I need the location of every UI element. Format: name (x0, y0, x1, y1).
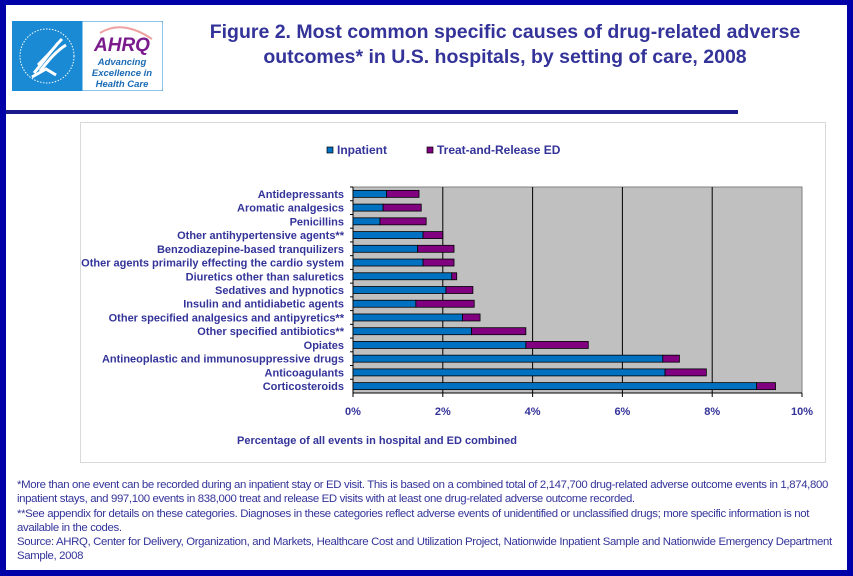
footnote-double-asterisk: **See appendix for details on these cate… (17, 507, 810, 534)
stacked-bar-chart: Inpatient Treat-and-Release ED 0% 2% 4% 6% 8… (81, 143, 813, 447)
bar-ed (379, 217, 427, 226)
figure-title: Figure 2. Most common specific causes of… (209, 21, 801, 68)
x-tick-label: 0% (345, 406, 361, 418)
category-label: Diuretics other than saluretics (186, 271, 344, 283)
bar-inpatient (352, 382, 758, 391)
logo: AHRQ Advancing Excellence in Health Care (12, 20, 164, 92)
bar-inpatient (352, 354, 664, 363)
bar-ed (451, 272, 458, 281)
x-tick-label: 8% (704, 406, 720, 418)
bar-ed (525, 341, 589, 349)
category-label: Antineoplastic and immunosuppressive dru… (102, 354, 344, 366)
bar-ed (422, 258, 455, 267)
category-label: Corticosteroids (263, 381, 344, 393)
source-note: Source: AHRQ, Center for Delivery, Organ… (17, 536, 832, 563)
bar-inpatient (352, 299, 417, 308)
bar-ed (382, 203, 422, 212)
legend: Inpatient Treat-and-Release ED (326, 143, 561, 157)
category-label: Benzodiazepine-based tranquilizers (157, 244, 344, 256)
footnotes: *More than one event can be recorded dur… (17, 478, 842, 564)
category-label: Opiates (304, 340, 344, 352)
x-tick-label: 2% (435, 406, 451, 418)
svg-text:AHRQ: AHRQ (93, 35, 150, 56)
bar-inpatient (352, 286, 447, 294)
bar-ed (386, 189, 420, 198)
category-label: Sedatives and hypnotics (215, 285, 344, 297)
bar-inpatient (352, 327, 472, 336)
svg-text:Health Care: Health Care (96, 79, 150, 90)
category-label: Anticoagulants (265, 367, 344, 379)
bar-inpatient (352, 272, 453, 281)
bar-inpatient (352, 231, 424, 239)
chart-container: Inpatient Treat-and-Release ED 0% 2% 4% 6% 8… (80, 122, 826, 463)
category-label: Aromatic analgesics (237, 203, 344, 215)
bar-inpatient (352, 368, 666, 377)
bar-ed (422, 231, 444, 239)
svg-text:Advancing: Advancing (97, 57, 147, 68)
bar-inpatient (352, 341, 527, 349)
legend-label-inpatient: Inpatient (337, 143, 387, 157)
category-label: Other specified analgesics and antipyret… (109, 312, 345, 324)
plot-area: 0% 2% 4% 6% 8% 10% Antidepressants Aromatic ana… (81, 186, 813, 418)
bar-ed (462, 313, 481, 322)
bar-inpatient (352, 244, 419, 253)
x-tick-label: 6% (614, 406, 630, 418)
bar-ed (445, 286, 474, 294)
legend-swatch-ed (426, 146, 434, 154)
bar-inpatient (352, 217, 381, 226)
bar-ed (664, 368, 707, 377)
svg-text:Excellence in: Excellence in (92, 68, 152, 79)
bar-inpatient (352, 203, 384, 212)
category-label: Penicillins (290, 216, 344, 228)
bar-ed (415, 299, 475, 308)
x-tick-label: 10% (791, 406, 813, 418)
category-label: Other antihypertensive agents** (177, 230, 345, 242)
header-divider (6, 110, 738, 114)
category-label: Other agents primarily effecting the car… (81, 258, 344, 270)
x-axis-title: Percentage of all events in hospital and… (237, 435, 517, 447)
bar-ed (756, 382, 776, 391)
legend-label-ed: Treat-and-Release ED (437, 143, 561, 157)
bar-ed (662, 354, 680, 363)
category-label: Insulin and antidiabetic agents (183, 299, 344, 311)
bar-inpatient (352, 258, 424, 267)
legend-swatch-inpatient (326, 146, 334, 154)
category-label: Antidepressants (258, 189, 344, 201)
bar-ed (417, 244, 455, 253)
bar-inpatient (352, 189, 388, 198)
x-tick-label: 4% (525, 406, 541, 418)
footnote-asterisk: *More than one event can be recorded dur… (17, 479, 828, 506)
category-label: Other specified antibiotics** (197, 326, 344, 338)
bar-ed (471, 327, 527, 336)
hhs-ahrq-logo: AHRQ Advancing Excellence in Health Care (12, 20, 164, 92)
bar-inpatient (352, 313, 463, 322)
